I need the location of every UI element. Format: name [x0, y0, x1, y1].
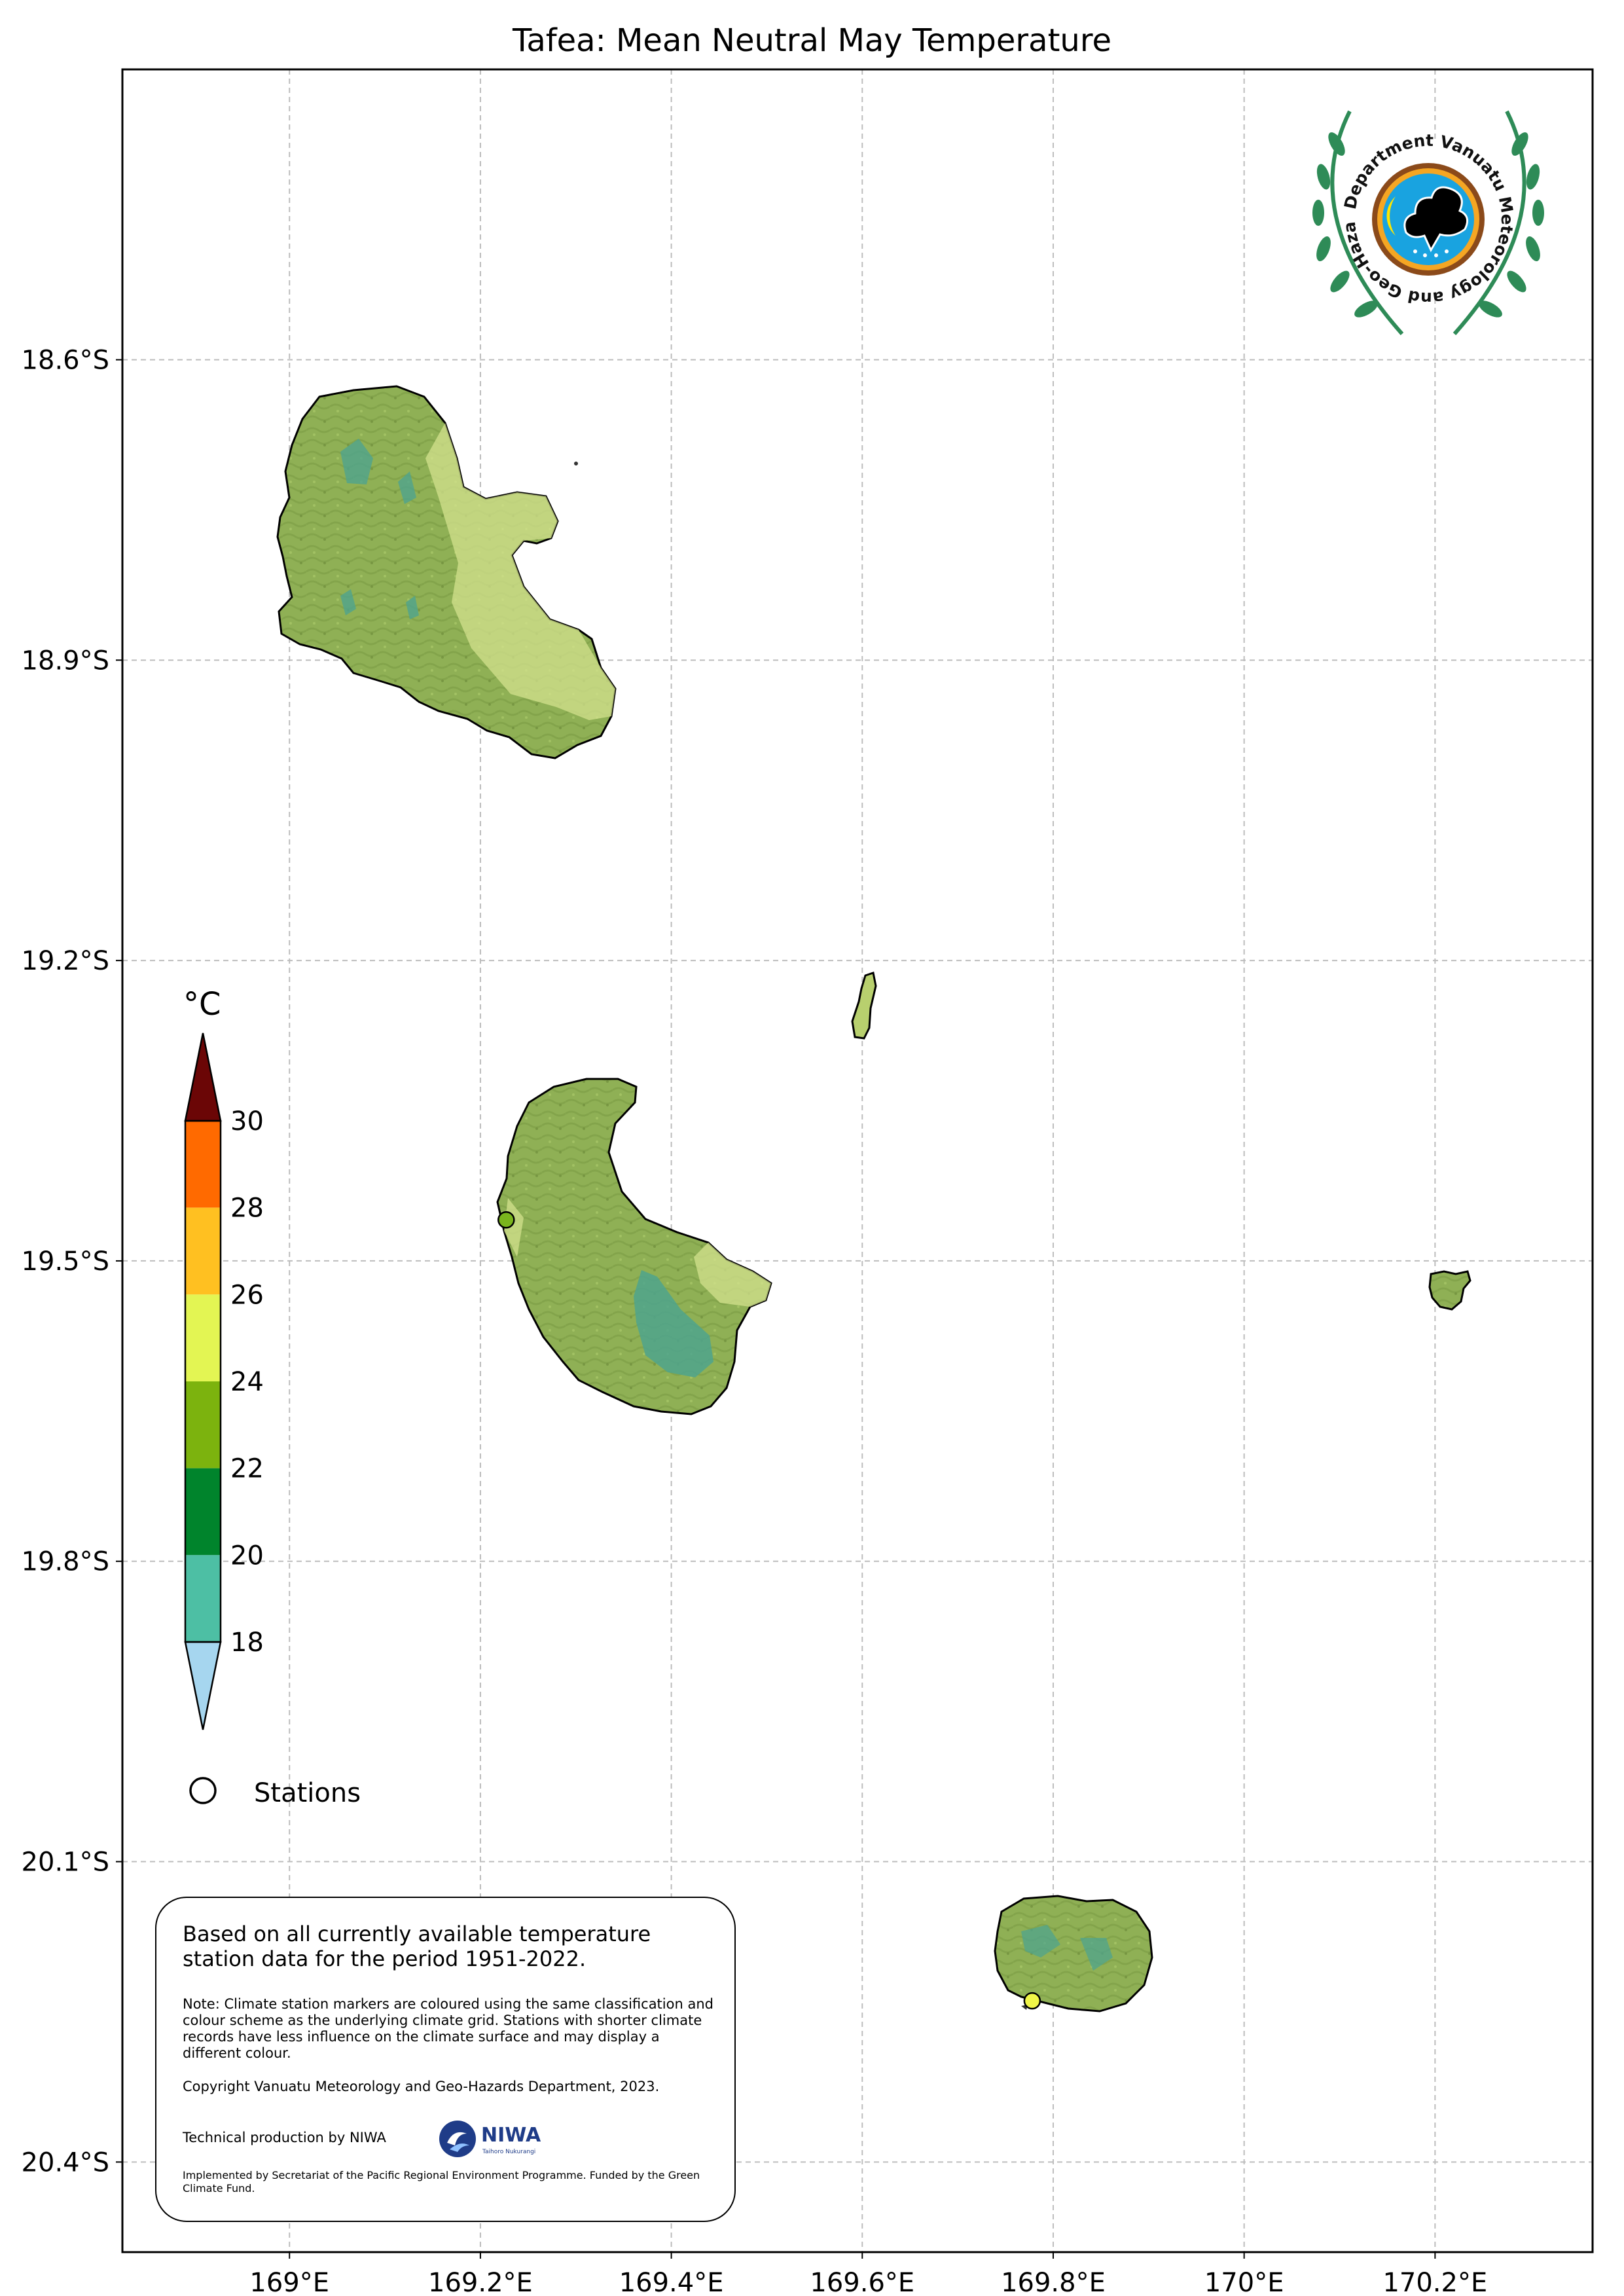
colorbar-tick-label: 30: [230, 1106, 264, 1137]
tick-label-lat: 20.1°S: [22, 1848, 109, 1878]
colorbar-bin: [185, 1381, 221, 1468]
colorbar-tick-label: 20: [230, 1540, 264, 1571]
station-marker: [497, 1211, 515, 1229]
info-implemented-text: Implemented by Secretariat of the Pacifi…: [183, 2169, 700, 2195]
tick-label-lat: 19.2°S: [22, 946, 109, 976]
colorbar-unit-label: °C: [183, 986, 221, 1023]
tick-label-lon: 170°E: [1204, 2268, 1284, 2296]
tick-label-lon: 169.2°E: [428, 2268, 533, 2296]
island-tanna: [496, 1078, 772, 1415]
niwa-logo-text: NIWA: [481, 2124, 541, 2147]
highland-erromango: [340, 439, 419, 619]
colorbar-tick-label: 28: [230, 1194, 264, 1224]
colorbar-bin: [185, 1121, 221, 1208]
tick-label-lat: 19.5°S: [22, 1247, 109, 1277]
tick-label-lon: 170.2°E: [1382, 2268, 1487, 2296]
colorbar-bins: [185, 1121, 221, 1642]
island-aneityum: [994, 1895, 1153, 2013]
lowland-tanna: [504, 1198, 771, 1307]
colorbar: 30 28 26 24 22 20 18: [184, 1032, 264, 1730]
info-copyright-text: Copyright Vanuatu Meteorology and Geo-Ha…: [183, 2079, 660, 2094]
tick-label-lon: 169.8°E: [1001, 2268, 1106, 2296]
colorbar-bin: [185, 1207, 221, 1295]
colorbar-tick-label: 22: [230, 1454, 264, 1484]
colorbar-bin: [185, 1294, 221, 1381]
colorbar-over-arrow: [184, 1032, 222, 1122]
vmgd-logo: Department Vanuatu Meteorology and Geo-H…: [1291, 98, 1544, 335]
colorbar-tick-label: 26: [230, 1280, 264, 1310]
lowland-erromango: [425, 423, 615, 720]
colorbar-tick-label: 24: [230, 1367, 264, 1397]
tick-label-lat: 18.9°S: [22, 646, 109, 676]
tick-label-lat: 20.4°S: [22, 2147, 109, 2178]
highland-aneityum: [1021, 1925, 1113, 1971]
tick-label-lon: 169°E: [249, 2268, 329, 2296]
tick-label-lat: 18.6°S: [22, 346, 109, 376]
info-main-text: Based on all currently available tempera…: [183, 1922, 651, 1971]
colorbar-bin: [185, 1468, 221, 1556]
axis-ticks: 169°E 169.2°E 169.4°E 169.6°E 169.8°E 170°E 17…: [22, 346, 1488, 2296]
colorbar-ticks: 30 28 26 24 22 20 18: [230, 1106, 264, 1658]
stations-legend-label: Stations: [254, 1778, 361, 1808]
tick-label-lon: 169.4°E: [619, 2268, 724, 2296]
island-futuna: [1428, 1270, 1471, 1311]
colorbar-tick-label: 18: [230, 1628, 264, 1658]
niwa-logo: NIWA Taihoro Nukurangi: [439, 2121, 541, 2157]
station-markers: [497, 1211, 1041, 2010]
info-box: Based on all currently available tempera…: [155, 1897, 736, 2222]
info-tech-text: Technical production by NIWA: [183, 2130, 386, 2145]
info-note-text: Note: Climate station markers are colour…: [183, 1996, 713, 2061]
colorbar-bin: [185, 1555, 221, 1642]
stations-legend-marker: [189, 1777, 217, 1804]
tick-label-lat: 19.8°S: [22, 1547, 109, 1577]
island-layer: [276, 385, 1471, 2013]
gridlines: [122, 69, 1593, 2252]
highland-tanna: [634, 1270, 713, 1377]
station-marker: [1023, 1992, 1041, 2010]
map-title: Tafea: Mean Neutral May Temperature: [512, 22, 1112, 59]
island-aniwa: [851, 972, 877, 1040]
tick-label-lon: 169.6°E: [810, 2268, 914, 2296]
niwa-logo-subtext: Taihoro Nukurangi: [482, 2149, 535, 2155]
colorbar-under-arrow: [184, 1641, 222, 1730]
